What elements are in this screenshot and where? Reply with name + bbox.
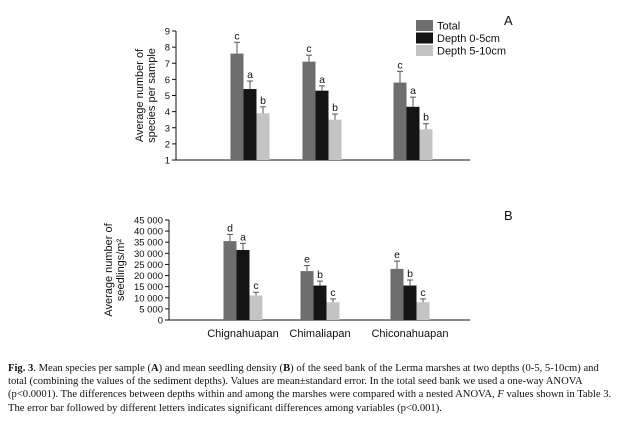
y-tick-label: 0 [158,316,163,327]
significance-letter: e [394,249,400,261]
bar [236,250,250,320]
significance-letter: c [397,59,402,71]
bar [243,89,257,160]
y-tick-label: 8 [165,43,170,54]
y-tick-label: 1 [165,156,170,167]
significance-letter: c [420,287,425,299]
legend-swatch [416,32,433,44]
bar [419,129,433,160]
caption-part-3: ) of the seed bank of the Lerma marshes … [8,363,599,401]
y-tick-label: 3 [165,123,170,134]
significance-letter: c [306,43,311,55]
y-tick-label: 20 000 [134,271,163,282]
significance-letter: b [260,95,266,107]
x-category-label: Chiconahuapan [371,328,448,340]
significance-letter: c [234,30,239,42]
x-category-label: Chignahuapan [207,328,279,340]
caption-part-1: . Mean species per sample ( [33,363,151,374]
y-axis-label-line: Average number of [103,222,115,316]
figure-caption: Fig. 3. Mean species per sample (A) and … [8,362,612,415]
y-tick-label: 25 000 [134,260,163,271]
y-axis-label-line: seedlings/m² [115,238,127,301]
significance-letter: c [330,287,335,299]
y-tick-label: 10 000 [134,293,163,304]
y-axis-label: Average number ofseedlings/m² [103,222,127,316]
caption-bold-b: B [283,363,291,374]
legend-entry: Depth 5-10cm [437,46,506,58]
significance-letter: d [227,222,233,234]
bar [249,295,263,320]
significance-letter: b [407,268,413,280]
y-tick-label: 5 [165,91,170,102]
significance-letter: a [410,85,416,97]
caption-part-4: values shown in Table 3. The error bar f… [8,389,612,414]
y-tick-label: 45 000 [134,216,163,227]
bar [326,302,340,320]
y-axis-label-line: Average number of [134,48,146,142]
significance-letter: a [240,231,246,243]
legend-swatch [416,45,433,56]
y-tick-label: 5 000 [139,304,163,315]
significance-letter: a [247,69,253,81]
significance-letter: b [423,112,429,124]
y-axis-label: Average number ofspecies per sample [134,48,158,143]
significance-letter: e [304,254,310,266]
bar [223,241,237,320]
bar [315,90,329,160]
legend-swatch [416,20,433,31]
bar [302,61,316,161]
caption-part-2: ) and mean seedling density ( [158,363,284,374]
y-tick-label: 7 [165,59,170,70]
bar [390,268,404,320]
panel-label: A [504,13,513,28]
chart-panel-a: A Average number ofspecies per sample 1 2 3 4… [134,13,513,167]
legend-entry: Depth 0-5cm [437,33,500,45]
significance-letter: a [319,74,325,86]
panel-label: B [504,208,513,223]
bar [300,271,314,320]
y-tick-label: 6 [165,75,170,86]
caption-fig-label: Fig. 3 [8,363,34,374]
y-tick-label: 35 000 [134,238,163,249]
bar [230,53,244,161]
y-axis-label-line: species per sample [146,48,158,143]
x-category-label: Chimaliapan [289,328,350,340]
significance-letter: c [253,280,258,292]
bar [256,113,270,160]
bar [393,82,407,160]
y-tick-label: 9 [165,27,170,38]
bar [403,285,417,320]
caption-italic-f: F [497,389,504,401]
y-tick-label: 2 [165,139,170,150]
y-tick-label: 40 000 [134,227,163,238]
y-tick-label: 30 000 [134,249,163,260]
y-tick-label: 4 [165,107,170,118]
caption-bold-a: A [150,363,159,374]
bar [313,285,327,320]
significance-letter: b [332,102,338,114]
legend-entry: Total [437,21,460,33]
significance-letter: b [317,269,323,281]
y-tick-label: 15 000 [134,282,163,293]
bar [406,106,420,160]
bar [328,119,342,160]
bar [416,302,430,320]
